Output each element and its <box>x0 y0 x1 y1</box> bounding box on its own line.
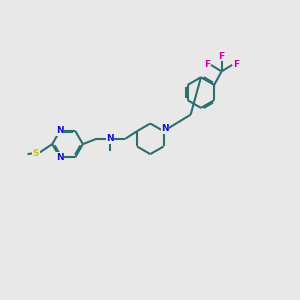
Text: N: N <box>56 153 64 162</box>
Text: F: F <box>218 52 225 61</box>
Text: F: F <box>233 60 239 69</box>
Text: N: N <box>106 134 114 143</box>
Text: F: F <box>204 60 210 69</box>
Text: S: S <box>33 149 39 158</box>
Text: N: N <box>161 124 169 133</box>
Text: N: N <box>56 126 64 135</box>
